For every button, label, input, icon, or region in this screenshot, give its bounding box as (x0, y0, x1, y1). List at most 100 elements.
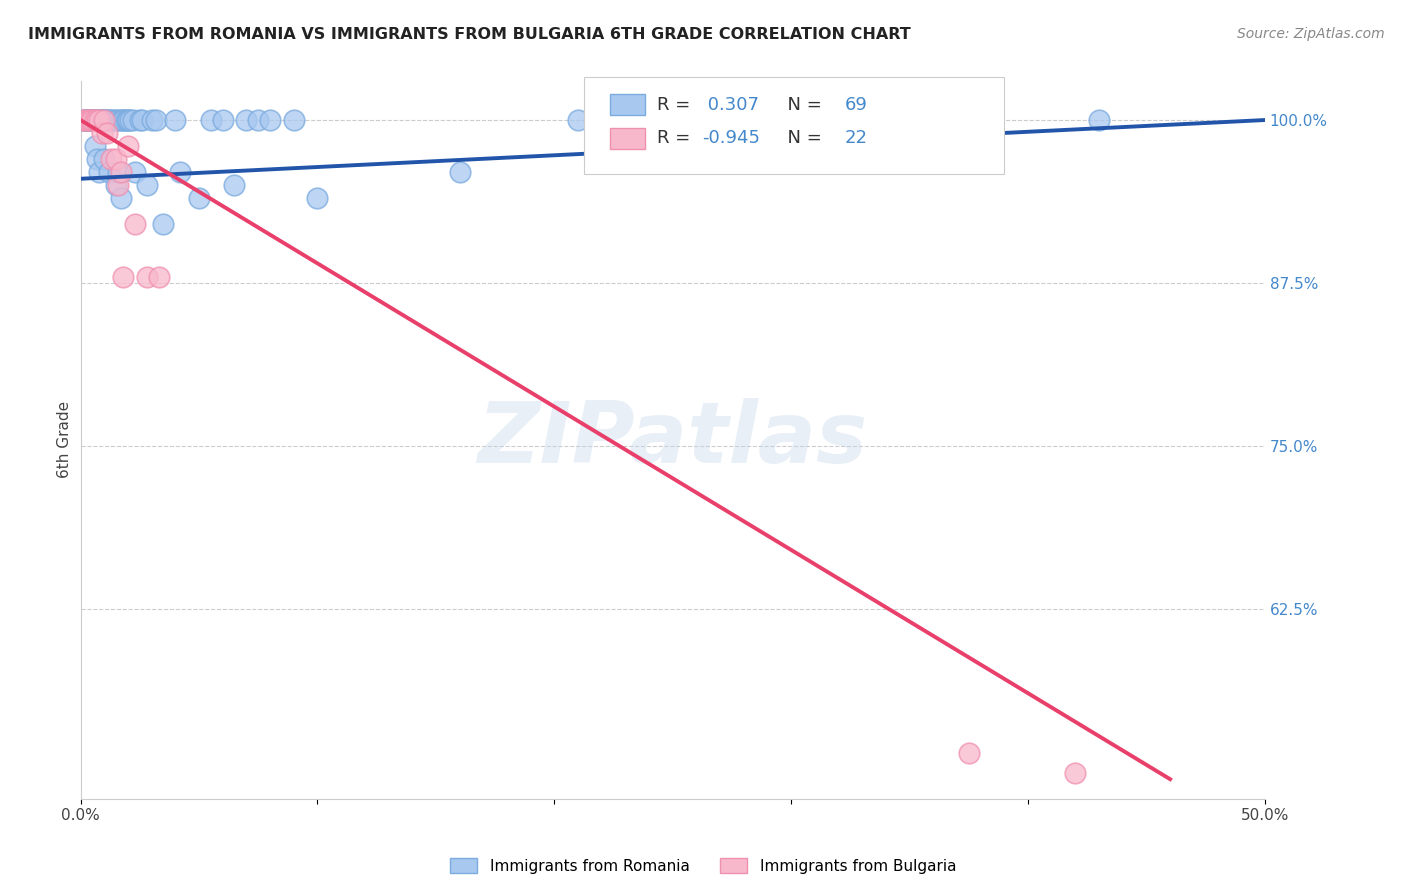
Point (117, 113, 139, 128)
Point (780, 113, 803, 128)
Point (224, 178, 246, 193)
Point (96, 113, 118, 128)
Point (83, 113, 105, 128)
Point (105, 113, 128, 128)
Point (86, 152, 108, 166)
Point (96, 126, 118, 140)
Point (124, 218, 146, 232)
Point (567, 113, 589, 128)
Point (120, 113, 142, 128)
Point (107, 113, 129, 128)
Point (105, 152, 128, 166)
Point (82, 113, 104, 128)
Text: R =: R = (657, 129, 696, 147)
Point (97, 113, 120, 128)
Point (83, 139, 105, 153)
Point (93, 152, 115, 166)
Point (86, 113, 108, 128)
Point (89, 113, 111, 128)
Text: 22: 22 (845, 129, 868, 147)
Point (307, 191, 329, 205)
Point (103, 113, 125, 128)
Point (1088, 113, 1111, 128)
Text: N =: N = (776, 129, 827, 147)
Point (100, 113, 122, 128)
Point (93, 113, 115, 128)
Point (235, 113, 257, 128)
Point (165, 113, 187, 128)
Point (76, 113, 98, 128)
Point (96, 113, 118, 128)
Point (128, 113, 150, 128)
Text: 69: 69 (845, 95, 868, 113)
Point (259, 113, 281, 128)
FancyBboxPatch shape (610, 94, 645, 115)
Point (957, 746, 980, 760)
Point (75, 113, 97, 128)
Point (141, 113, 163, 128)
Point (152, 218, 174, 232)
Point (110, 191, 132, 205)
FancyBboxPatch shape (583, 78, 1004, 174)
Point (200, 113, 222, 128)
Point (121, 113, 143, 128)
Point (76, 113, 98, 128)
Point (112, 269, 135, 284)
Text: -0.945: -0.945 (703, 129, 761, 147)
Point (107, 178, 129, 193)
Point (79, 113, 101, 128)
Text: R =: R = (657, 95, 696, 113)
Point (89, 165, 111, 179)
Point (145, 113, 167, 128)
Text: IMMIGRANTS FROM ROMANIA VS IMMIGRANTS FROM BULGARIA 6TH GRADE CORRELATION CHART: IMMIGRANTS FROM ROMANIA VS IMMIGRANTS FR… (28, 27, 911, 42)
Legend: Immigrants from Romania, Immigrants from Bulgaria: Immigrants from Romania, Immigrants from… (444, 852, 962, 880)
Point (75, 113, 97, 128)
Text: N =: N = (776, 95, 827, 113)
Point (247, 113, 270, 128)
Point (79, 113, 101, 128)
Point (148, 269, 170, 284)
Point (82, 113, 104, 128)
Point (124, 165, 146, 179)
Point (449, 165, 471, 179)
Point (72, 113, 94, 128)
Point (851, 113, 873, 128)
Point (114, 113, 136, 128)
Point (211, 113, 233, 128)
Point (135, 269, 157, 284)
Point (86, 113, 108, 128)
Text: 0.307: 0.307 (703, 95, 759, 113)
Point (110, 165, 132, 179)
Point (76, 113, 98, 128)
Point (117, 139, 139, 153)
Y-axis label: 6th Grade: 6th Grade (58, 401, 72, 478)
Point (685, 113, 707, 128)
Point (83, 113, 105, 128)
Point (97, 165, 120, 179)
Point (112, 113, 135, 128)
Point (107, 165, 129, 179)
Point (93, 113, 115, 128)
Point (283, 113, 305, 128)
FancyBboxPatch shape (610, 128, 645, 149)
Point (79, 113, 101, 128)
Point (90, 113, 112, 128)
Point (135, 178, 157, 193)
Point (946, 113, 969, 128)
Point (131, 113, 153, 128)
Point (169, 165, 191, 179)
Point (105, 178, 128, 193)
Point (90, 126, 112, 140)
Point (112, 113, 135, 128)
Point (90, 113, 112, 128)
Point (83, 113, 105, 128)
Point (117, 113, 139, 128)
Point (1064, 765, 1087, 780)
Point (100, 152, 122, 166)
Point (86, 113, 108, 128)
Point (75, 113, 97, 128)
Point (89, 113, 111, 128)
Point (76, 113, 98, 128)
Point (187, 191, 209, 205)
Text: ZIPatlas: ZIPatlas (478, 399, 868, 482)
